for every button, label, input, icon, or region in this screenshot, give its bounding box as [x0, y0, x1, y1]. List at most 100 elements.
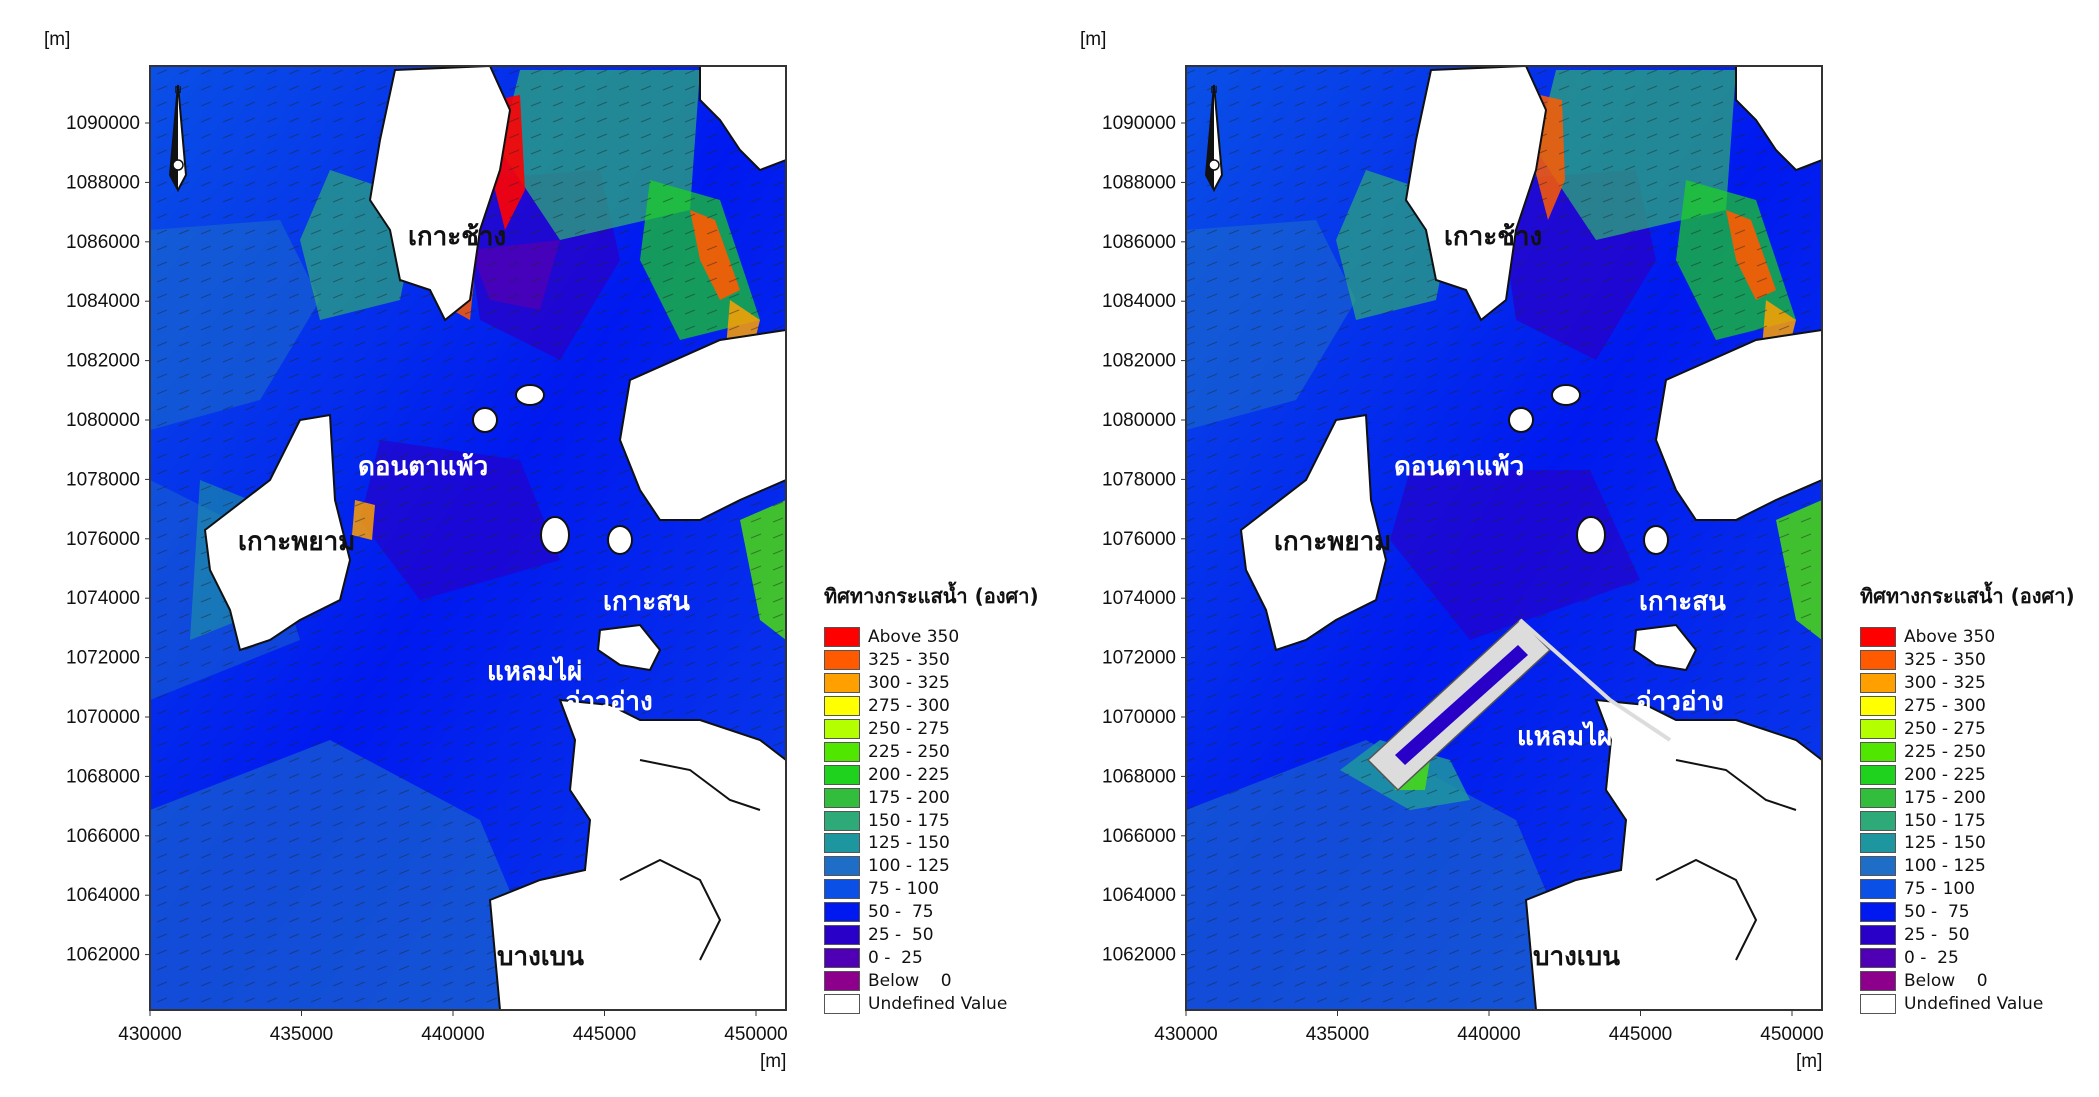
legend-label: 225 - 250 [1904, 741, 1986, 762]
legend-label: 0 - 25 [868, 947, 923, 968]
legend-swatch [824, 947, 860, 968]
legend-swatch [1860, 673, 1896, 694]
x-axis-unit: [m] [760, 1051, 786, 1072]
map-area [150, 66, 786, 1010]
y-tick-label: 1088000 [1102, 172, 1176, 193]
y-axis-unit: [m] [44, 29, 70, 50]
legend-item: 250 - 275 [824, 718, 1064, 741]
legend-swatch [1860, 993, 1896, 1014]
legend-swatch [824, 627, 860, 648]
legend-swatch [824, 810, 860, 831]
map-figure-with-structure: N [m] [m] 109000010880001086000108400010… [1080, 29, 1824, 1072]
y-tick-label: 1086000 [66, 232, 140, 253]
island-small [1551, 384, 1581, 406]
legend-label: 175 - 200 [1904, 787, 1986, 808]
island-koh-phayam [1239, 413, 1388, 652]
island-koh-son [1632, 623, 1698, 672]
river-channel [1675, 759, 1797, 811]
y-axis-ticks: 1090000 1088000 1086000 1084000 1082000 10800… [66, 113, 150, 966]
y-tick-label: 1070000 [66, 707, 140, 728]
legend-item: 150 - 175 [1860, 809, 2099, 832]
y-tick-label: 1072000 [1102, 648, 1176, 669]
north-arrow-label: N [174, 85, 181, 96]
legend-label: 25 - 50 [1904, 925, 1970, 946]
legend-item: Above 350 [1860, 626, 2099, 649]
legend-item: 75 - 100 [824, 878, 1064, 901]
legend-item: 200 - 225 [1860, 763, 2099, 786]
legend-title: ทิศทางกระแสน้ำ (องศา) [1860, 584, 2075, 608]
legend-swatch [824, 902, 860, 923]
legend-item: 0 - 25 [1860, 946, 2099, 969]
legend-swatch [824, 719, 860, 739]
x-tick-label: 450000 [1760, 1024, 1823, 1045]
label-koh-chang: เกาะช้าง [408, 222, 506, 252]
legend-label: 125 - 150 [1904, 833, 1986, 854]
legend-item: 75 - 100 [1860, 878, 2099, 901]
y-tick-label: 1076000 [66, 529, 140, 550]
legend-label: 175 - 200 [868, 787, 950, 808]
island-koh-son [596, 623, 662, 672]
map-panel-with-structure: N [m] [m] 1090000 1088000 1086000 1084000 10… [1050, 0, 2099, 1097]
legend-swatch [1860, 627, 1896, 648]
legend-swatch [1860, 970, 1896, 991]
x-tick-label: 450000 [724, 1024, 787, 1045]
legend-swatch [824, 925, 860, 946]
y-tick-label: 1084000 [1102, 291, 1176, 312]
y-tick-label: 1068000 [66, 766, 140, 787]
y-tick-label: 1066000 [66, 826, 140, 847]
legend-label: 250 - 275 [868, 719, 950, 739]
legend-label: 325 - 350 [1904, 650, 1986, 671]
legend-swatch [824, 673, 860, 694]
legend-swatch [1860, 650, 1896, 671]
river-channel [1655, 858, 1758, 961]
y-axis-unit: [m] [1080, 29, 1106, 50]
legend-item: 200 - 225 [824, 763, 1064, 786]
legend-label: Below 0 [1904, 970, 1988, 991]
y-tick-label: 1086000 [1102, 232, 1176, 253]
y-tick-label: 1084000 [66, 291, 140, 312]
island-small [1576, 516, 1606, 554]
legend-swatch [824, 856, 860, 877]
island-small [515, 384, 545, 406]
label-ao-ang: อ่าวอ่าง [1636, 687, 1724, 717]
label-bang-ben: บางเบน [1533, 942, 1620, 972]
land-mainland-south [1524, 698, 1822, 1010]
x-tick-label: 445000 [573, 1024, 636, 1045]
plot-frame [149, 65, 787, 1011]
legend-label: 275 - 300 [868, 696, 950, 717]
label-koh-phayam: เกาะพยาม [1274, 527, 1391, 557]
legend-label: 75 - 100 [868, 879, 940, 900]
legend-swatch [1860, 696, 1896, 717]
legend-swatch [1860, 856, 1896, 877]
river-channel [619, 858, 722, 961]
x-axis-unit: [m] [1796, 1051, 1822, 1072]
y-tick-label: 1090000 [66, 113, 140, 134]
legend-items: Above 350 325 - 350 300 - 325 275 - 300 250 … [824, 626, 1064, 1015]
x-tick-label: 430000 [118, 1024, 181, 1045]
label-don-ta-phaeo: ดอนตาแพ้ว [358, 452, 488, 482]
x-tick-label: 440000 [421, 1024, 484, 1045]
plot-frame [1185, 65, 1823, 1011]
legend-swatch [1860, 947, 1896, 968]
legend-swatch [824, 833, 860, 854]
legend-swatch [824, 970, 860, 991]
y-tick-label: 1068000 [1102, 766, 1176, 787]
legend-label: 125 - 150 [868, 833, 950, 854]
y-tick-label: 1074000 [66, 588, 140, 609]
x-tick-label: 445000 [1609, 1024, 1672, 1045]
land-mainland-south [488, 698, 786, 1010]
legend-swatch [1860, 764, 1896, 785]
island-koh-phayam [203, 413, 352, 652]
island-small [1643, 525, 1669, 555]
legend-item: Above 350 [824, 626, 1064, 649]
legend-swatch [824, 696, 860, 717]
legend-item: 300 - 325 [1860, 672, 2099, 695]
map-figure-existing: N [m] [m] 1090000 1088000 1086000 1084000 10… [44, 29, 788, 1072]
x-tick-label: 435000 [1306, 1024, 1369, 1045]
y-tick-label: 1080000 [66, 410, 140, 431]
legend-label: 100 - 125 [1904, 856, 1986, 877]
y-tick-label: 1088000 [66, 172, 140, 193]
label-koh-son: เกาะสน [1639, 587, 1726, 617]
legend-item: Undefined Value [1860, 992, 2099, 1015]
north-arrow-label: N [1210, 85, 1217, 96]
